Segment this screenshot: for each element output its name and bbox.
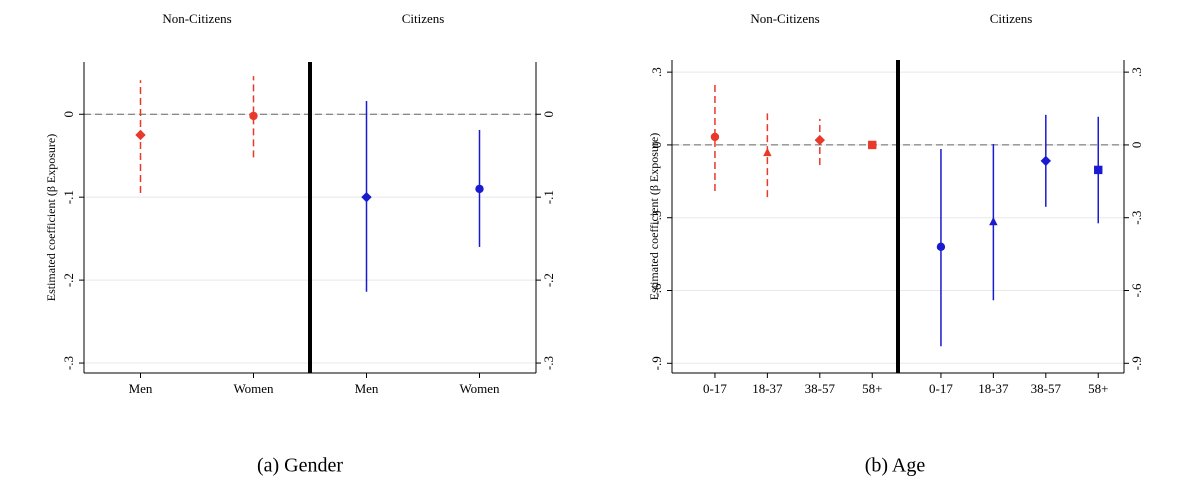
- point: [1094, 165, 1103, 175]
- y-tick-label: .3: [1129, 67, 1144, 77]
- y-tick-label: -.1: [61, 190, 76, 204]
- y-tick-label: 0: [61, 111, 76, 118]
- group-label: Non-Citizens: [750, 11, 819, 26]
- caption: (b) Age: [865, 455, 926, 477]
- y-axis-label: Estimated coefficient (β Exposure): [44, 134, 58, 302]
- y-tick-label: -.3: [649, 211, 664, 225]
- point: [710, 132, 720, 142]
- x-tick-label: 58+: [862, 381, 882, 396]
- y-tick-label: -.6: [649, 283, 664, 298]
- x-tick-label: 58+: [1088, 381, 1108, 396]
- point: [135, 129, 146, 141]
- x-tick-label: Women: [459, 381, 500, 396]
- x-tick-label: 18-37: [752, 381, 783, 396]
- y-tick-label: -.6: [1129, 283, 1144, 298]
- point: [936, 242, 946, 252]
- y-tick-label: -.2: [541, 273, 556, 287]
- y-tick-label: -.9: [649, 356, 664, 370]
- point: [989, 216, 998, 226]
- group-label: Citizens: [990, 11, 1033, 26]
- y-tick-label: -.1: [541, 190, 556, 204]
- point: [763, 147, 772, 157]
- point: [1040, 155, 1052, 167]
- point: [249, 111, 258, 121]
- group-label: Non-Citizens: [162, 11, 231, 26]
- point: [868, 140, 877, 150]
- x-tick-label: 18-37: [978, 381, 1009, 396]
- y-tick-label: .3: [649, 67, 664, 77]
- y-tick-label: -.2: [61, 273, 76, 287]
- x-tick-label: 38-57: [1031, 381, 1062, 396]
- point: [814, 134, 826, 146]
- y-tick-label: 0: [1129, 142, 1144, 149]
- group-label: Citizens: [402, 11, 445, 26]
- caption: (a) Gender: [257, 455, 343, 477]
- x-tick-label: 0-17: [703, 381, 727, 396]
- y-tick-label: -.3: [541, 356, 556, 370]
- x-tick-label: Women: [233, 381, 274, 396]
- y-tick-label: 0: [541, 111, 556, 118]
- point: [475, 184, 484, 194]
- y-tick-label: -.9: [1129, 356, 1144, 370]
- x-tick-label: Men: [129, 381, 153, 396]
- y-tick-label: 0: [649, 142, 664, 149]
- y-tick-label: -.3: [1129, 211, 1144, 225]
- y-tick-label: -.3: [61, 356, 76, 370]
- x-tick-label: 38-57: [805, 381, 836, 396]
- point: [361, 191, 372, 203]
- x-tick-label: 0-17: [929, 381, 953, 396]
- y-axis-label: Estimated coefficient (β Exposure): [647, 133, 661, 301]
- x-tick-label: Men: [355, 381, 379, 396]
